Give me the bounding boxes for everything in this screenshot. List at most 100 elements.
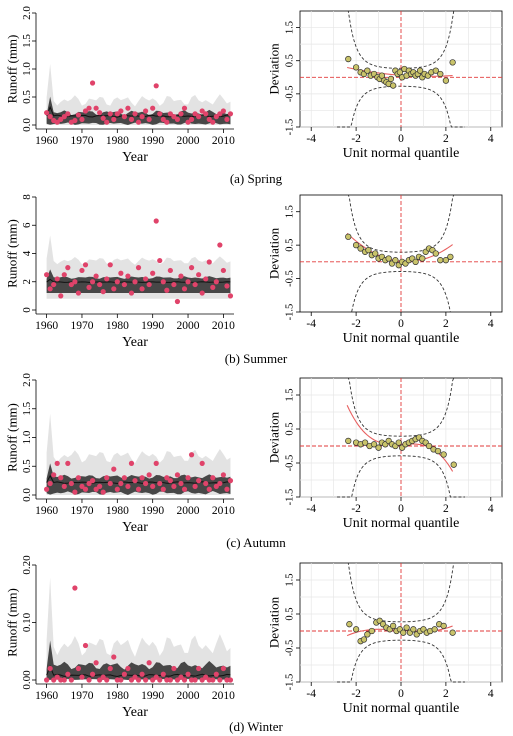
observed-point [107, 480, 113, 487]
observed-point [135, 265, 142, 271]
observed-point [174, 472, 181, 478]
x-tick-label: 4 [488, 503, 494, 515]
qq-point [375, 444, 382, 451]
observed-point [171, 114, 177, 120]
y-tick-label: -1.5 [285, 489, 296, 506]
observed-point [217, 111, 223, 117]
observed-point [139, 475, 145, 481]
x-tick-label: -4 [306, 318, 316, 330]
y-axis-label: Deviation [267, 43, 282, 95]
observed-point [199, 290, 205, 296]
observed-point [79, 674, 85, 680]
observed-point [54, 460, 60, 466]
qq-point [360, 636, 368, 643]
observed-point [199, 108, 205, 114]
y-axis-label: Runoff (mm) [5, 588, 20, 657]
qq-point [385, 255, 392, 262]
observed-point [199, 677, 205, 683]
x-tick-label: 2010 [212, 320, 235, 332]
observed-point [51, 281, 57, 288]
observed-point [72, 279, 78, 285]
y-tick-label: 0 [21, 307, 33, 313]
observed-point [174, 116, 181, 122]
x-tick-label: 2000 [177, 320, 200, 332]
inner-uncertainty-band [46, 96, 231, 125]
y-axis-label: Deviation [267, 411, 282, 463]
y-axis-label: Runoff (mm) [5, 35, 20, 104]
observed-point [174, 298, 181, 305]
x-tick-label: 4 [488, 688, 494, 700]
observed-point [139, 671, 145, 677]
observed-point [75, 665, 82, 672]
qq-point [372, 250, 379, 257]
qq-point [345, 55, 352, 63]
observed-point [107, 111, 113, 117]
observed-point [82, 486, 89, 492]
observed-point [93, 273, 99, 279]
observed-point [65, 111, 71, 117]
observed-point [157, 677, 163, 683]
y-tick-label: 6 [21, 222, 33, 228]
observed-point [181, 286, 188, 292]
x-axis-label: Year [122, 150, 148, 165]
observed-point [132, 478, 138, 484]
qq-point [437, 70, 444, 78]
observed-point [178, 111, 184, 117]
observed-point [135, 677, 142, 683]
x-tick-label: 1980 [106, 320, 129, 332]
runoff-panel-winter: 1960 1970 1980 1990 2000 2010 0.00 0.10 0.20 Year… [5, 555, 236, 720]
observed-point [61, 677, 67, 683]
observed-point [47, 480, 53, 487]
observed-point [89, 671, 96, 677]
x-tick-label: 1970 [70, 320, 93, 332]
observed-point [44, 110, 50, 116]
observed-point [150, 483, 156, 489]
observed-point [153, 83, 159, 89]
x-tick-label: 2000 [177, 135, 200, 147]
observed-point [178, 273, 184, 279]
observed-point [82, 108, 89, 114]
qq-point [449, 629, 456, 636]
observed-point [171, 281, 177, 288]
caption-winter: (d) Winter [229, 719, 283, 734]
x-tick-label: -2 [351, 133, 361, 145]
x-tick-label: 1980 [106, 505, 129, 517]
qq-point [449, 59, 456, 66]
x-tick-label: 1970 [70, 135, 93, 147]
y-tick-label: -0.5 [285, 640, 296, 657]
observed-point [199, 460, 205, 466]
observed-point [220, 472, 226, 478]
x-axis-label: Year [122, 705, 148, 720]
observed-point [100, 489, 106, 495]
observed-point [93, 105, 99, 111]
observed-point [97, 483, 103, 489]
observed-point [213, 114, 219, 120]
observed-point [185, 475, 191, 481]
y-axis-label: Deviation [267, 227, 282, 279]
observed-point [185, 119, 191, 125]
x-tick-label: -2 [351, 318, 361, 330]
observed-point [160, 486, 166, 492]
y-tick-label: 1.5 [21, 401, 33, 415]
x-tick-label: 2010 [212, 505, 235, 517]
observed-point [44, 272, 50, 278]
y-tick-label: 0.5 [285, 422, 296, 435]
y-tick-label: 1.0 [21, 430, 33, 444]
observed-point [210, 119, 216, 125]
observed-point [157, 480, 163, 487]
observed-point [61, 483, 67, 489]
observed-point [196, 272, 202, 278]
x-tick-label: 2 [443, 133, 449, 145]
observed-point [128, 116, 135, 122]
runoff-panel-spring: 1960 1970 1980 1990 2000 2010 0.0 0.5 1.0 1.5 2.0 Y… [5, 6, 236, 165]
observed-point [227, 293, 234, 299]
qq-point [364, 67, 371, 74]
x-tick-label: 2 [443, 688, 449, 700]
x-tick-label: 1990 [141, 690, 164, 702]
qq-point [395, 439, 402, 446]
observed-point [68, 480, 74, 487]
qq-point [419, 255, 426, 262]
observed-point [125, 105, 131, 111]
observed-point [97, 677, 103, 683]
observed-point [104, 677, 110, 683]
